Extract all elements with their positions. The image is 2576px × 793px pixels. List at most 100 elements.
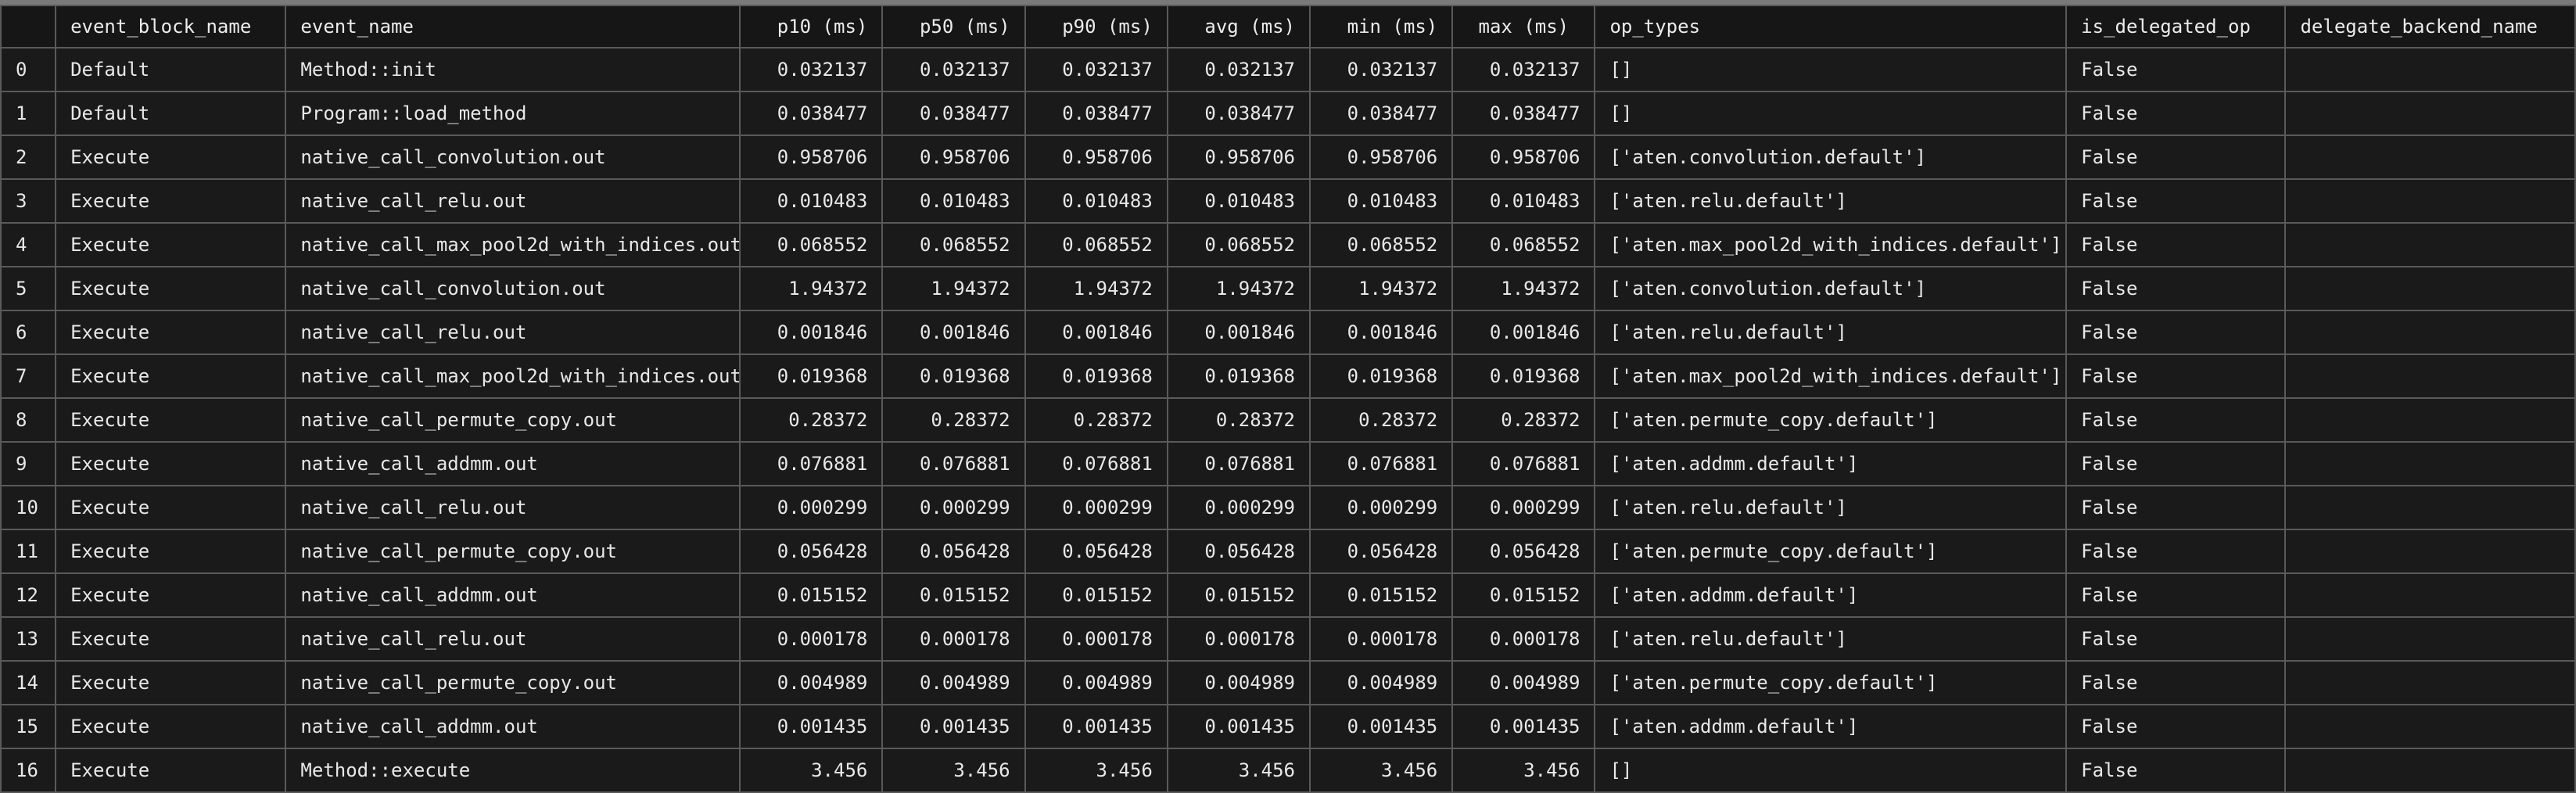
cell-p10: 0.004989: [739, 660, 884, 705]
column-header-op-types[interactable]: op_types: [1594, 5, 2068, 48]
table-row[interactable]: 14 Execute native_call_permute_copy.out 0.0…: [0, 660, 2576, 705]
cell-op-types: ['aten.max_pool2d_with_indices.default']: [1594, 353, 2068, 399]
table-row[interactable]: 6 Execute native_call_relu.out 0.001846 0.00…: [0, 310, 2576, 355]
cell-avg: 0.032137: [1166, 47, 1311, 92]
column-header-p50[interactable]: p50 (ms): [881, 5, 1026, 48]
column-header-avg[interactable]: avg (ms): [1166, 5, 1311, 48]
cell-index: 6: [0, 310, 57, 355]
header-row: event_block_name event_name p10 (ms) p50 (m…: [0, 5, 2576, 48]
cell-avg: 0.000299: [1166, 485, 1311, 530]
cell-p10: 0.001435: [739, 704, 884, 749]
cell-delegate-backend-name: [2284, 353, 2576, 399]
cell-p90: 0.015152: [1024, 572, 1168, 618]
cell-p10: 1.94372: [739, 266, 884, 311]
cell-is-delegated-op: False: [2065, 178, 2287, 224]
table-row[interactable]: 16 Execute Method::execute 3.456 3.456 3.456 3…: [0, 748, 2576, 793]
column-header-event-name[interactable]: event_name: [285, 5, 741, 48]
cell-is-delegated-op: False: [2065, 616, 2287, 662]
cell-index: 7: [0, 353, 57, 399]
column-header-event-block-name[interactable]: event_block_name: [55, 5, 287, 48]
column-header-p10[interactable]: p10 (ms): [739, 5, 884, 48]
cell-delegate-backend-name: [2284, 529, 2576, 574]
cell-delegate-backend-name: [2284, 660, 2576, 705]
table-row[interactable]: 8 Execute native_call_permute_copy.out 0.28…: [0, 397, 2576, 443]
cell-p50: 0.28372: [881, 397, 1026, 443]
cell-avg: 0.019368: [1166, 353, 1311, 399]
cell-max: 0.032137: [1451, 47, 1596, 92]
cell-delegate-backend-name: [2284, 178, 2576, 224]
cell-p50: 0.004989: [881, 660, 1026, 705]
table-row[interactable]: 0 Default Method::init 0.032137 0.032137 0.03…: [0, 47, 2576, 92]
column-header-min[interactable]: min (ms): [1308, 5, 1454, 48]
cell-p50: 0.068552: [881, 222, 1026, 267]
cell-is-delegated-op: False: [2065, 266, 2287, 311]
cell-avg: 0.001846: [1166, 310, 1311, 355]
cell-index: 4: [0, 222, 57, 267]
profiling-table-container[interactable]: event_block_name event_name p10 (ms) p50 (m…: [0, 5, 2576, 793]
table-row[interactable]: 9 Execute native_call_addmm.out 0.076881 0.0…: [0, 441, 2576, 486]
cell-min: 0.032137: [1308, 47, 1454, 92]
cell-index: 0: [0, 47, 57, 92]
table-row[interactable]: 2 Execute native_call_convolution.out 0.958…: [0, 135, 2576, 180]
cell-p90: 0.032137: [1024, 47, 1168, 92]
cell-min: 0.001846: [1308, 310, 1454, 355]
cell-event-name: native_call_permute_copy.out: [285, 529, 741, 574]
cell-p10: 0.019368: [739, 353, 884, 399]
cell-index: 14: [0, 660, 57, 705]
cell-avg: 0.000178: [1166, 616, 1311, 662]
cell-index: 15: [0, 704, 57, 749]
cell-index: 11: [0, 529, 57, 574]
cell-p10: 0.076881: [739, 441, 884, 486]
table-row[interactable]: 11 Execute native_call_permute_copy.out 0.0…: [0, 529, 2576, 574]
cell-min: 0.000178: [1308, 616, 1454, 662]
cell-delegate-backend-name: [2284, 572, 2576, 618]
table-row[interactable]: 12 Execute native_call_addmm.out 0.015152 0.…: [0, 572, 2576, 618]
cell-p90: 0.001435: [1024, 704, 1168, 749]
cell-p50: 0.019368: [881, 353, 1026, 399]
cell-op-types: []: [1594, 91, 2068, 136]
cell-op-types: ['aten.permute_copy.default']: [1594, 529, 2068, 574]
cell-is-delegated-op: False: [2065, 91, 2287, 136]
cell-avg: 3.456: [1166, 748, 1311, 793]
cell-is-delegated-op: False: [2065, 397, 2287, 443]
table-row[interactable]: 3 Execute native_call_relu.out 0.010483 0.01…: [0, 178, 2576, 224]
cell-op-types: ['aten.relu.default']: [1594, 616, 2068, 662]
table-row[interactable]: 4 Execute native_call_max_pool2d_with_indi…: [0, 222, 2576, 267]
cell-event-name: native_call_addmm.out: [285, 572, 741, 618]
cell-event-block-name: Execute: [55, 572, 287, 618]
table-row[interactable]: 15 Execute native_call_addmm.out 0.001435 0.…: [0, 704, 2576, 749]
column-header-delegate-backend-name[interactable]: delegate_backend_name: [2284, 5, 2576, 48]
cell-p50: 1.94372: [881, 266, 1026, 311]
table-header: event_block_name event_name p10 (ms) p50 (m…: [0, 5, 2576, 48]
cell-max: 0.001846: [1451, 310, 1596, 355]
cell-min: 0.015152: [1308, 572, 1454, 618]
cell-p50: 0.000299: [881, 485, 1026, 530]
cell-min: 0.958706: [1308, 135, 1454, 180]
cell-min: 0.010483: [1308, 178, 1454, 224]
table-row[interactable]: 1 Default Program::load_method 0.038477 0.03…: [0, 91, 2576, 136]
column-header-index[interactable]: [0, 5, 57, 48]
cell-p10: 0.015152: [739, 572, 884, 618]
column-header-is-delegated-op[interactable]: is_delegated_op: [2065, 5, 2287, 48]
table-row[interactable]: 7 Execute native_call_max_pool2d_with_indi…: [0, 353, 2576, 399]
cell-event-block-name: Execute: [55, 310, 287, 355]
table-row[interactable]: 13 Execute native_call_relu.out 0.000178 0.0…: [0, 616, 2576, 662]
table-row[interactable]: 5 Execute native_call_convolution.out 1.943…: [0, 266, 2576, 311]
cell-index: 10: [0, 485, 57, 530]
table-row[interactable]: 10 Execute native_call_relu.out 0.000299 0.0…: [0, 485, 2576, 530]
cell-delegate-backend-name: [2284, 616, 2576, 662]
cell-event-block-name: Execute: [55, 704, 287, 749]
cell-max: 3.456: [1451, 748, 1596, 793]
column-header-p90[interactable]: p90 (ms): [1024, 5, 1168, 48]
cell-p10: 0.010483: [739, 178, 884, 224]
column-header-max[interactable]: max (ms): [1451, 5, 1596, 48]
cell-event-block-name: Execute: [55, 616, 287, 662]
cell-p10: 0.000299: [739, 485, 884, 530]
cell-event-name: native_call_max_pool2d_with_indices.out: [285, 222, 741, 267]
cell-p90: 0.019368: [1024, 353, 1168, 399]
cell-op-types: ['aten.convolution.default']: [1594, 266, 2068, 311]
cell-min: 3.456: [1308, 748, 1454, 793]
cell-p10: 0.056428: [739, 529, 884, 574]
cell-delegate-backend-name: [2284, 91, 2576, 136]
cell-max: 0.28372: [1451, 397, 1596, 443]
